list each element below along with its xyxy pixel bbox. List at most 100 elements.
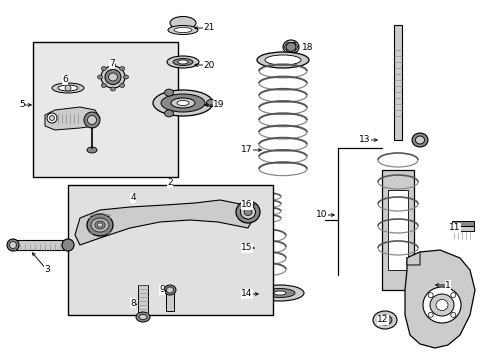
Bar <box>165 291 174 311</box>
Ellipse shape <box>105 69 121 85</box>
Ellipse shape <box>411 133 427 147</box>
Ellipse shape <box>84 112 100 128</box>
Text: 11: 11 <box>448 224 460 233</box>
Bar <box>138 285 148 315</box>
Ellipse shape <box>62 239 74 251</box>
Ellipse shape <box>427 312 432 318</box>
Ellipse shape <box>123 75 128 79</box>
Bar <box>68 185 272 315</box>
Ellipse shape <box>264 55 301 65</box>
Ellipse shape <box>285 42 295 51</box>
Ellipse shape <box>87 147 97 153</box>
Text: 1: 1 <box>444 280 450 289</box>
Ellipse shape <box>236 201 260 223</box>
Ellipse shape <box>164 89 173 96</box>
Ellipse shape <box>9 242 17 248</box>
Ellipse shape <box>161 94 204 112</box>
Ellipse shape <box>120 67 124 71</box>
Ellipse shape <box>7 239 19 251</box>
Ellipse shape <box>450 293 455 298</box>
Ellipse shape <box>372 311 396 329</box>
Ellipse shape <box>97 75 102 79</box>
Ellipse shape <box>429 294 453 316</box>
Ellipse shape <box>244 208 251 216</box>
Text: 2: 2 <box>167 179 172 188</box>
Text: 3: 3 <box>44 265 50 274</box>
Ellipse shape <box>174 27 192 32</box>
Ellipse shape <box>163 285 176 295</box>
Ellipse shape <box>153 90 213 116</box>
Ellipse shape <box>164 110 173 117</box>
Ellipse shape <box>170 17 196 30</box>
Ellipse shape <box>47 113 57 123</box>
Text: 12: 12 <box>377 315 388 324</box>
Text: 9: 9 <box>159 285 164 294</box>
Bar <box>33 42 178 177</box>
Ellipse shape <box>264 288 294 297</box>
Ellipse shape <box>166 287 173 293</box>
Text: 16: 16 <box>241 201 252 210</box>
Text: 4: 4 <box>130 193 136 202</box>
Ellipse shape <box>240 205 255 219</box>
Ellipse shape <box>139 315 147 320</box>
Text: 14: 14 <box>241 289 252 298</box>
Ellipse shape <box>415 136 424 144</box>
Ellipse shape <box>427 293 432 298</box>
Ellipse shape <box>58 85 78 91</box>
Text: 20: 20 <box>203 60 214 69</box>
Ellipse shape <box>283 40 298 54</box>
Text: 5: 5 <box>19 100 25 109</box>
Text: 13: 13 <box>359 135 370 144</box>
Ellipse shape <box>110 63 115 67</box>
Bar <box>393 25 401 140</box>
Text: 15: 15 <box>241 243 252 252</box>
Ellipse shape <box>171 98 195 108</box>
Ellipse shape <box>101 84 106 87</box>
Ellipse shape <box>450 312 455 318</box>
Text: 18: 18 <box>302 42 313 51</box>
Ellipse shape <box>256 285 304 301</box>
Ellipse shape <box>49 116 54 121</box>
Polygon shape <box>75 200 254 245</box>
Text: 17: 17 <box>241 145 252 154</box>
Ellipse shape <box>97 223 102 227</box>
Text: 7: 7 <box>109 59 115 68</box>
Text: 10: 10 <box>316 211 327 220</box>
Bar <box>451 223 473 231</box>
Ellipse shape <box>273 291 285 295</box>
Ellipse shape <box>95 221 105 229</box>
Ellipse shape <box>101 66 125 88</box>
Ellipse shape <box>168 26 198 35</box>
Ellipse shape <box>91 218 109 232</box>
Text: 6: 6 <box>62 76 68 85</box>
Ellipse shape <box>206 99 215 107</box>
Ellipse shape <box>87 214 113 236</box>
Ellipse shape <box>167 56 199 68</box>
Ellipse shape <box>108 73 117 81</box>
Polygon shape <box>406 252 419 265</box>
Ellipse shape <box>101 67 106 71</box>
Ellipse shape <box>381 318 387 323</box>
Ellipse shape <box>435 300 447 310</box>
Polygon shape <box>404 250 474 348</box>
Bar <box>451 221 473 226</box>
Polygon shape <box>45 107 100 130</box>
Ellipse shape <box>87 116 96 125</box>
Ellipse shape <box>257 52 308 68</box>
Bar <box>381 170 413 290</box>
Ellipse shape <box>177 100 189 105</box>
Ellipse shape <box>120 84 124 87</box>
Ellipse shape <box>422 287 460 323</box>
Ellipse shape <box>136 312 150 322</box>
Ellipse shape <box>52 83 84 93</box>
Bar <box>10 240 68 250</box>
Text: 8: 8 <box>130 298 136 307</box>
Ellipse shape <box>178 60 187 64</box>
Ellipse shape <box>110 87 115 91</box>
Ellipse shape <box>377 315 391 325</box>
Ellipse shape <box>65 85 71 91</box>
Text: 21: 21 <box>203 23 214 32</box>
Text: 19: 19 <box>213 100 224 109</box>
Ellipse shape <box>173 58 193 66</box>
Bar <box>387 190 407 270</box>
